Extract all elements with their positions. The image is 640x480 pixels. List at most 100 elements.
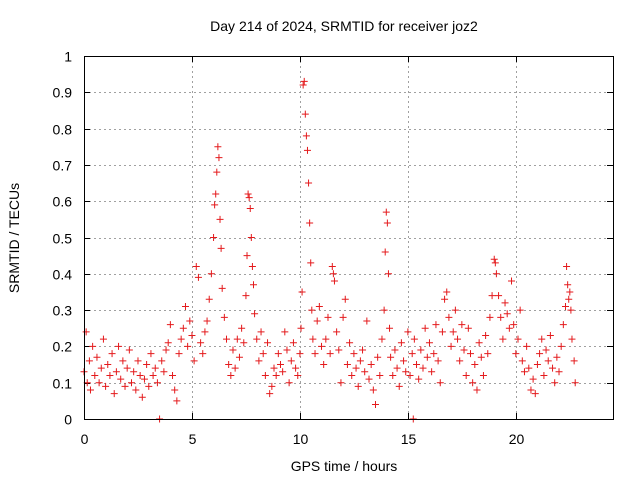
data-point: [567, 306, 575, 314]
x-axis-label: GPS time / hours: [291, 458, 398, 474]
data-point: [255, 357, 263, 365]
data-point: [289, 339, 297, 347]
data-point: [125, 346, 133, 354]
y-tick-label: 0.5: [53, 231, 73, 247]
data-point: [460, 346, 468, 354]
data-point: [306, 219, 314, 227]
data-point: [466, 350, 474, 358]
data-point: [216, 215, 224, 223]
data-point: [93, 353, 101, 361]
data-point: [516, 306, 524, 314]
data-point: [410, 335, 418, 343]
data-point: [389, 371, 397, 379]
data-point: [259, 350, 267, 358]
data-point: [261, 371, 269, 379]
data-point: [540, 371, 548, 379]
data-point: [371, 400, 379, 408]
data-point: [264, 339, 272, 347]
data-point: [301, 110, 309, 118]
data-point: [333, 328, 341, 336]
data-point: [514, 335, 522, 343]
data-point: [546, 332, 554, 340]
data-point: [490, 255, 498, 263]
data-point: [434, 357, 442, 365]
data-point: [128, 379, 136, 387]
data-point: [533, 361, 541, 369]
data-point: [423, 353, 431, 361]
data-point: [240, 339, 248, 347]
data-point: [281, 328, 289, 336]
data-point: [243, 252, 251, 260]
data-point: [300, 77, 308, 85]
data-point: [376, 371, 384, 379]
data-point: [329, 270, 337, 278]
data-point: [406, 371, 414, 379]
data-point: [380, 306, 388, 314]
data-point: [484, 350, 492, 358]
data-point: [454, 335, 462, 343]
data-point: [298, 288, 306, 296]
data-point: [330, 277, 338, 285]
data-point: [164, 339, 172, 347]
data-point: [186, 317, 194, 325]
data-point: [352, 364, 360, 372]
x-tick-label: 10: [293, 431, 309, 447]
data-point: [169, 371, 177, 379]
data-point: [350, 350, 358, 358]
data-point: [223, 335, 231, 343]
data-point: [102, 382, 110, 390]
data-point: [184, 342, 192, 350]
data-point: [313, 317, 321, 325]
data-point: [565, 295, 573, 303]
data-point: [525, 364, 533, 372]
x-tick-label: 15: [401, 431, 417, 447]
data-point: [147, 350, 155, 358]
data-point: [393, 364, 401, 372]
data-point: [363, 317, 371, 325]
data-point: [520, 368, 528, 376]
y-tick-label: 0.1: [53, 376, 73, 392]
data-point: [563, 263, 571, 271]
data-point: [115, 342, 123, 350]
data-point: [571, 379, 579, 387]
data-point: [475, 339, 483, 347]
data-point: [218, 284, 226, 292]
data-point: [566, 288, 574, 296]
data-point: [449, 328, 457, 336]
data-point: [458, 321, 466, 329]
data-point: [197, 339, 205, 347]
data-point: [217, 244, 225, 252]
y-axis-label: SRMTID / TECUs: [6, 183, 22, 293]
data-point: [508, 277, 516, 285]
data-point: [387, 353, 395, 361]
data-point: [294, 371, 302, 379]
data-point: [214, 143, 222, 151]
data-point: [326, 350, 334, 358]
x-tick-label: 20: [509, 431, 525, 447]
data-point: [436, 379, 444, 387]
data-point: [225, 361, 233, 369]
data-point: [395, 382, 403, 390]
data-point: [501, 299, 509, 307]
data-point: [499, 335, 507, 343]
data-point: [322, 335, 330, 343]
y-tick-label: 0.2: [53, 339, 73, 355]
data-point: [425, 339, 433, 347]
data-point: [544, 357, 552, 365]
data-point: [397, 339, 405, 347]
data-point: [97, 364, 105, 372]
data-point: [510, 321, 518, 329]
data-point: [473, 386, 481, 394]
data-point: [430, 350, 438, 358]
data-point: [553, 353, 561, 361]
data-point: [242, 292, 250, 300]
data-point: [382, 208, 390, 216]
data-point: [287, 357, 295, 365]
y-tick-label: 0.4: [53, 267, 73, 283]
data-point: [369, 386, 377, 394]
data-point: [367, 361, 375, 369]
data-point: [386, 324, 394, 332]
data-point: [404, 328, 412, 336]
data-point: [482, 332, 490, 340]
